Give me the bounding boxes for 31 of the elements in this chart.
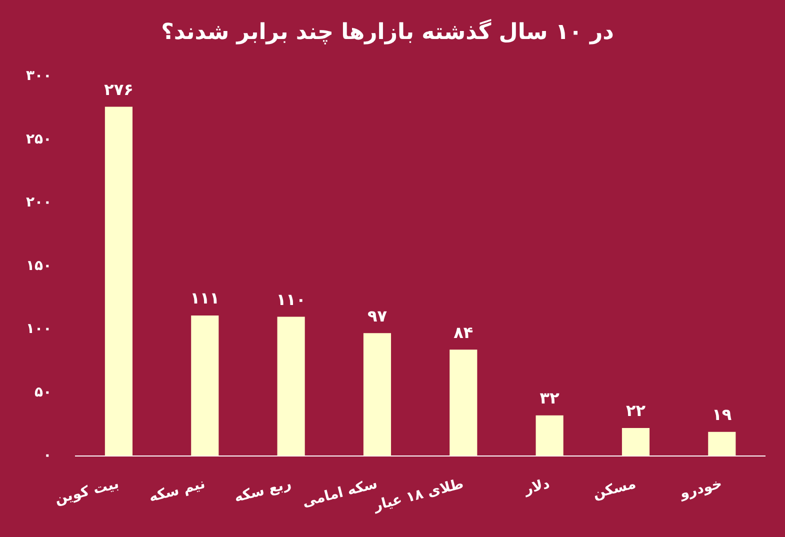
chart-title: در ۱۰ سال گذشته بازارها چند برابر شدند؟: [161, 18, 614, 45]
y-tick-label: ۵۰: [34, 384, 52, 400]
x-tick-label: ربع سکه: [232, 476, 293, 506]
data-label: ۹۷: [367, 306, 388, 326]
x-tick-label: دلار: [522, 476, 552, 498]
data-label: ۱۹: [712, 405, 732, 424]
data-label: ۱۱۰: [276, 290, 306, 309]
bar: [363, 333, 392, 456]
y-tick-label: ۱۵۰: [26, 258, 52, 274]
bar: [277, 316, 305, 456]
y-tick-label: ۲۰۰: [26, 194, 52, 211]
data-label: ۱۱۱: [190, 288, 220, 308]
data-label: ۸۴: [454, 322, 474, 342]
bar: [536, 415, 564, 456]
x-tick-label: بیت کوین: [53, 476, 121, 508]
x-tick-label: نیم سکه: [147, 476, 207, 506]
bar: [708, 432, 736, 456]
data-label: ۲۲: [626, 401, 646, 420]
y-tick-label: ۰: [43, 448, 52, 464]
y-tick-label: ۱۰۰: [26, 321, 52, 338]
x-tick-label: مسکن: [591, 476, 638, 502]
y-tick-label: ۲۵۰: [26, 131, 52, 148]
x-tick-label: خودرو: [677, 476, 724, 502]
bar: [450, 350, 478, 456]
x-tick-label: سکه امامی: [300, 476, 380, 510]
data-label: ۲۷۶: [104, 80, 134, 99]
data-label: ۳۲: [540, 388, 560, 408]
bar: [104, 106, 133, 456]
y-tick-label: ۳۰۰: [26, 68, 52, 84]
bar: [191, 315, 219, 456]
bar: [622, 428, 650, 456]
